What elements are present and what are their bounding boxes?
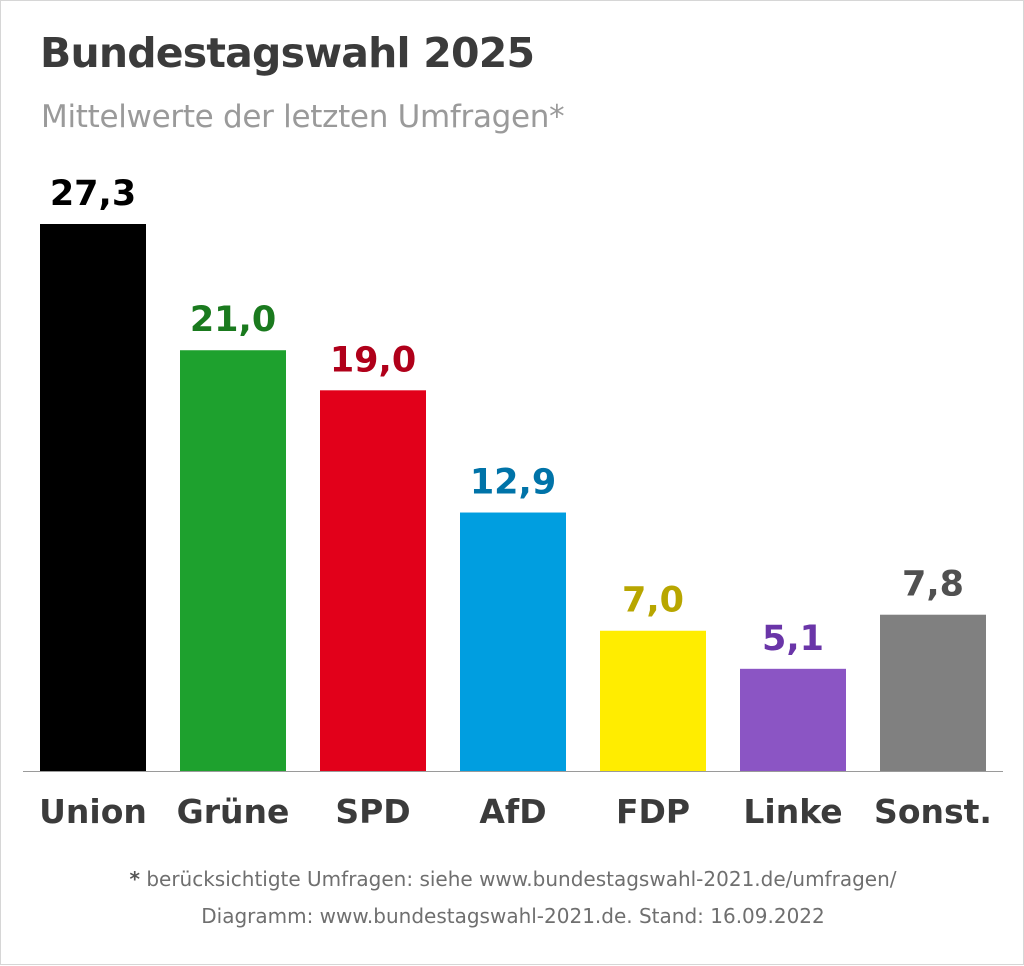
category-label-afd: AfD — [479, 792, 546, 831]
value-label-grüne: 21,0 — [190, 300, 276, 340]
bar-spd — [320, 390, 426, 771]
footnote-sources: * berücksichtigte Umfragen: siehe www.bu… — [1, 867, 1024, 891]
category-label-linke: Linke — [743, 792, 842, 831]
bar-grüne — [180, 350, 286, 771]
bar-afd — [460, 512, 566, 771]
footnote-star: * — [129, 867, 140, 891]
chart-title: Bundestagswahl 2025 — [40, 29, 535, 77]
value-label-fdp: 7,0 — [622, 581, 684, 621]
category-label-union: Union — [39, 792, 147, 831]
bar-linke — [740, 668, 846, 771]
category-label-sonst: Sonst. — [874, 792, 992, 831]
bar-union — [40, 224, 146, 771]
value-label-afd: 12,9 — [470, 463, 556, 503]
value-label-union: 27,3 — [50, 174, 136, 214]
footnote-credit: Diagramm: www.bundestagswahl-2021.de. St… — [201, 904, 825, 928]
category-label-spd: SPD — [335, 792, 410, 831]
value-label-spd: 19,0 — [330, 340, 416, 380]
value-label-sonst: 7,8 — [902, 565, 964, 605]
chart-subtitle: Mittelwerte der letzten Umfragen* — [41, 99, 565, 135]
footnote-sources-text: berücksichtigte Umfragen: siehe www.bund… — [146, 867, 897, 891]
category-label-grüne: Grüne — [177, 792, 290, 831]
bar-sonst — [880, 614, 986, 771]
bar-fdp — [600, 630, 706, 771]
category-label-fdp: FDP — [616, 792, 690, 831]
value-label-linke: 5,1 — [762, 619, 824, 659]
